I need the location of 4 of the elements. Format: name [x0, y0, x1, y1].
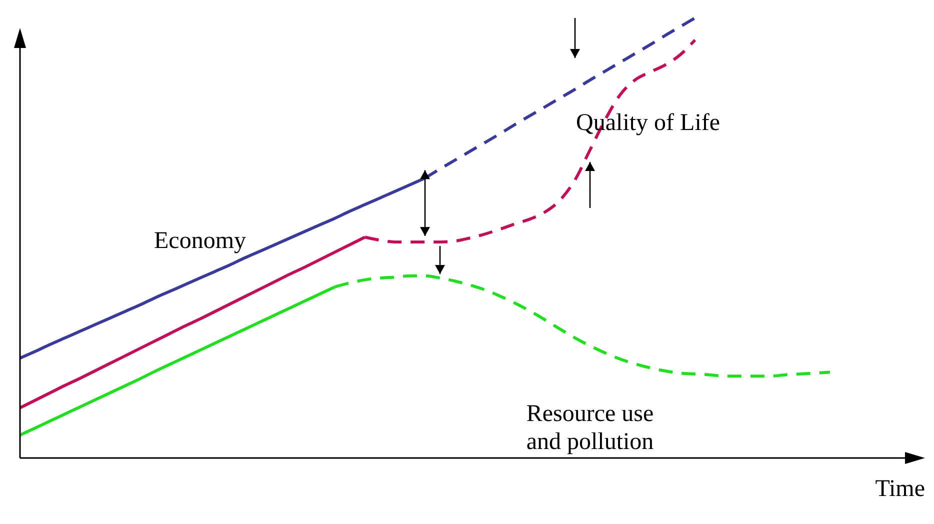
series-label: Quality of Life [576, 110, 720, 136]
x-axis-title: Time [875, 476, 925, 502]
series-label: Resource use and pollution [526, 400, 654, 455]
series-label: Economy [154, 228, 246, 254]
